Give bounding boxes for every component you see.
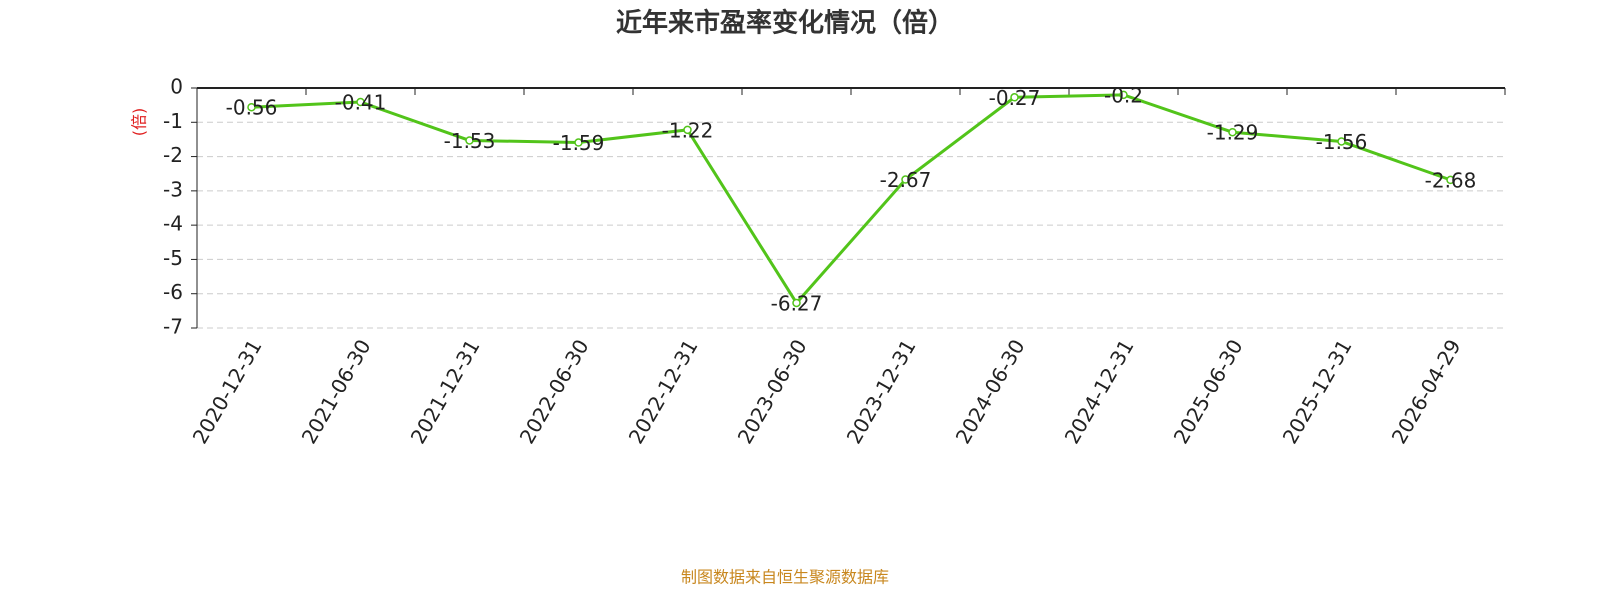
data-label: -1.22 xyxy=(662,118,714,142)
x-tick-label: 2025-06-30 xyxy=(1169,335,1248,448)
point xyxy=(901,175,910,184)
point xyxy=(1010,93,1019,102)
y-tick-label: 0 xyxy=(170,75,183,99)
data-label: -2.68 xyxy=(1425,168,1477,192)
data-label: -1.56 xyxy=(1316,130,1368,154)
y-tick-label: -2 xyxy=(163,143,183,167)
data-label: -2.67 xyxy=(880,168,932,192)
y-tick-label: -6 xyxy=(163,280,183,304)
point xyxy=(465,136,474,145)
point xyxy=(1337,137,1346,146)
data-label: -1.59 xyxy=(553,131,605,155)
point xyxy=(792,298,801,308)
source-note: 制图数据来自恒生聚源数据库 xyxy=(681,568,889,587)
x-tick-label: 2023-06-30 xyxy=(733,335,812,448)
point xyxy=(356,97,365,107)
data-label: -1.29 xyxy=(1207,121,1259,145)
point xyxy=(683,125,692,135)
data-label: -0.41 xyxy=(335,91,387,115)
y-tick-label: -3 xyxy=(163,177,183,201)
data-label: -1.53 xyxy=(444,129,496,153)
point xyxy=(574,138,583,147)
x-tick-label: 2022-06-30 xyxy=(515,335,594,448)
line xyxy=(251,93,1451,306)
data-label: -0.2 xyxy=(1104,83,1143,107)
y-tick-label: -7 xyxy=(163,315,183,339)
chart-title: 近年来市盈率变化情况（倍） xyxy=(616,8,954,39)
x-tick-label: 2024-06-30 xyxy=(951,335,1030,448)
point xyxy=(1446,175,1455,185)
x-tick-label: 2024-12-31 xyxy=(1060,335,1139,448)
x-tick-label: 2022-12-31 xyxy=(624,335,703,448)
point xyxy=(247,102,256,112)
x-tick-label: 2023-12-31 xyxy=(842,335,921,448)
data-label: -6.27 xyxy=(771,291,823,315)
data-label: -0.56 xyxy=(226,96,278,120)
x-tick-label: 2021-12-31 xyxy=(406,335,485,448)
data-label: -0.27 xyxy=(989,86,1041,110)
x-tick-label: 2026-04-29 xyxy=(1387,335,1466,448)
x-tick-label: 2025-12-31 xyxy=(1278,335,1357,448)
y-tick-label: -4 xyxy=(163,212,183,236)
point xyxy=(1228,127,1237,137)
y-tick-label: -1 xyxy=(163,109,183,133)
point xyxy=(1119,90,1128,100)
x-tick-label: 2021-06-30 xyxy=(297,335,376,448)
x-tick-label: 2020-12-31 xyxy=(188,335,267,448)
y-tick-label: -5 xyxy=(163,246,183,270)
y-axis-label: (倍) xyxy=(130,108,149,137)
